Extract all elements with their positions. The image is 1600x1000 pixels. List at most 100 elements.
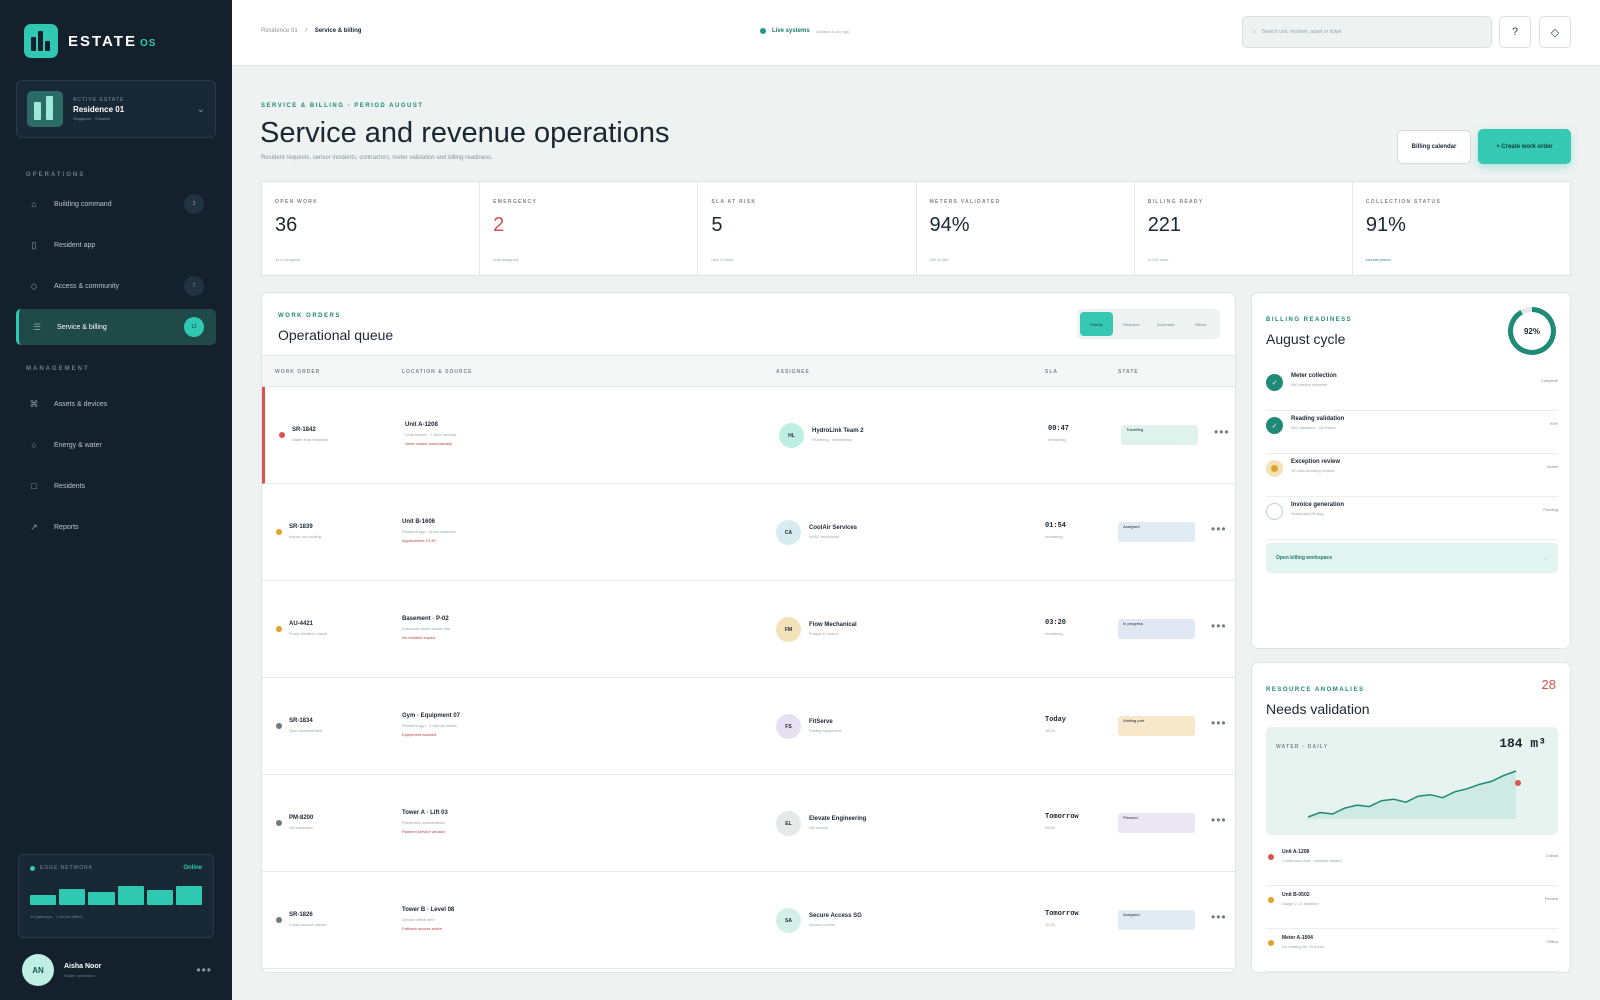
table-row[interactable]: SR-1826 Lobby access reader Tower B · Leve… (262, 872, 1235, 969)
kpi-card: BILLING READY 221 of 240 units (1135, 182, 1353, 275)
anomaly-item[interactable]: Unit A-1208 Continuous flow · resident al… (1266, 843, 1558, 886)
tab-resident[interactable]: Resident (1123, 321, 1140, 327)
sidebar-item-service-billing[interactable]: ☰ Service & billing 12 (16, 309, 216, 345)
billing-step[interactable]: Exception review 19 units blocking invoic… (1266, 455, 1558, 497)
sidebar-item-residents[interactable]: □ Residents (16, 468, 216, 504)
work-order-id: PM-8200 (289, 815, 314, 821)
status-badge: Assigned (1118, 522, 1195, 542)
more-icon[interactable]: ••• (1211, 813, 1227, 827)
location: Tower B · Level 08 (402, 907, 455, 913)
kpi-card: COLLECTION STATUS 91% current period (1353, 182, 1570, 275)
count-badge: 7 (184, 276, 204, 296)
billing-step[interactable]: Invoice generation Scheduled 28 Aug Pendin… (1266, 498, 1558, 540)
tab-priority[interactable]: Priority (1080, 312, 1113, 336)
sla-sub: 11:30 (1045, 922, 1055, 927)
kpi-label: EMERGENCY (493, 199, 538, 205)
anomaly-count: 28 (1541, 677, 1556, 692)
create-work-order-button[interactable]: + Create work order (1478, 129, 1571, 164)
location-note: No resident impact (402, 635, 436, 640)
kpi-footnote: current period (1365, 257, 1391, 262)
more-icon[interactable]: ••• (1211, 910, 1227, 924)
queue-filter-tabs: Priority Resident Automatic Filters (1077, 309, 1220, 339)
sidebar-item-label: Access & community (54, 282, 119, 290)
anomaly-item[interactable]: Meter A-1004 No reading for 18 hours Offli… (1266, 929, 1558, 972)
step-sub: Scheduled 28 Aug (1291, 511, 1324, 516)
more-icon[interactable]: ••• (1214, 425, 1230, 439)
table-header: WORK ORDER LOCATION & SOURCE ASSIGNEE SL… (262, 355, 1235, 387)
col-work-order: WORK ORDER (275, 369, 321, 375)
brand-logo[interactable]: ESTATE OS (24, 24, 156, 58)
search-input[interactable]: ⌕ Search unit, resident, asset or ticket (1242, 16, 1492, 48)
assignee-role: Plumbing · emergency (812, 437, 853, 442)
water-value: 184 m³ (1499, 736, 1546, 751)
assignee-role: Pumps & motors (809, 631, 839, 636)
table-row[interactable]: SR-1834 Gym treadmill fault Gym · Equipmen… (262, 678, 1235, 775)
location-source: Device offline alert (402, 917, 435, 922)
edge-status: Online (183, 865, 202, 871)
water-area (1308, 771, 1516, 819)
kpi-value: 94% (929, 214, 970, 236)
sidebar-item-access-community[interactable]: ◇ Access & community 7 (16, 268, 216, 304)
sidebar-item-building-command[interactable]: ⌂ Building command 3 (16, 186, 216, 222)
table-row[interactable]: PM-8200 Lift inspection Tower A · Lift 03 P… (262, 775, 1235, 872)
search-placeholder: Search unit, resident, asset or ticket (1261, 29, 1342, 35)
tab-filters[interactable]: Filters (1195, 321, 1207, 327)
location-note: Fallback access active (402, 926, 443, 931)
assignee-name: HydroLink Team 2 (812, 428, 864, 434)
billing-step[interactable]: ✓ Reading validation 452 validated · 28 re… (1266, 412, 1558, 454)
diamond-icon[interactable]: ◇ (1539, 16, 1571, 48)
kpi-footnote: 452 of 480 (929, 257, 949, 262)
queue-title: Operational queue (278, 327, 394, 343)
edge-footer: 14 gateways · 1 device offline (30, 914, 83, 919)
sla-time: Tomorrow (1045, 910, 1079, 918)
status-badge: In progress (1118, 619, 1195, 639)
priority-dot (279, 432, 285, 438)
billing-step[interactable]: ✓ Meter collection 480 meters received Comp… (1266, 369, 1558, 411)
step-sub: 480 meters received (1291, 382, 1328, 387)
estate-switcher[interactable]: ACTIVE ESTATE Residence 01 Singapore · 3… (16, 80, 216, 138)
kpi-value: 36 (275, 214, 298, 236)
sidebar-item-energy-water[interactable]: ○ Energy & water (16, 427, 216, 463)
more-icon[interactable]: ••• (196, 963, 212, 977)
search-icon: ⌕ (1253, 29, 1256, 35)
tab-automatic[interactable]: Automatic (1156, 321, 1175, 327)
user-profile[interactable]: AN Aisha Noor Estate operations ••• (22, 952, 212, 988)
user-role: Estate operations (64, 972, 96, 978)
more-icon[interactable]: ••• (1211, 716, 1227, 730)
billing-calendar-button[interactable]: Billing calendar (1397, 130, 1471, 164)
col-state: STATE (1118, 369, 1139, 375)
location: Unit B-1606 (402, 519, 436, 525)
assignee-name: Secure Access SG (809, 913, 862, 919)
billing-eyebrow: BILLING READINESS (1266, 317, 1353, 323)
table-row[interactable]: SR-1839 Aircon not cooling Unit B-1606 Resi… (262, 484, 1235, 581)
anomaly-item[interactable]: Unit B-0502 Usage 2.1× baseline Review (1266, 886, 1558, 929)
help-button[interactable]: ? (1499, 16, 1531, 48)
breadcrumb-residence[interactable]: Residence 01 (261, 28, 298, 34)
edge-bar (175, 886, 203, 905)
sidebar-item-reports[interactable]: ↗ Reports (16, 509, 216, 545)
status-badge: Assigned (1118, 910, 1195, 930)
table-row[interactable]: AU-4421 Pump vibration check Basement · P-… (262, 581, 1235, 678)
kpi-label: OPEN WORK (275, 199, 319, 205)
location-source: Preventive maintenance (402, 820, 445, 825)
assignee-role: Facility equipment (809, 728, 842, 733)
open-billing-workspace-button[interactable]: Open billing workspace → (1266, 543, 1558, 573)
kpi-strip: OPEN WORK 36 14 in progress EMERGENCY 2 both … (261, 181, 1571, 276)
anomaly-sub: Usage 2.1× baseline (1282, 901, 1319, 906)
sidebar-item-resident-app[interactable]: ▯ Resident app (16, 227, 216, 263)
water-sparkline (1307, 770, 1521, 819)
location-source: Resident app · 3 reports linked (402, 723, 457, 728)
anomaly-status: Critical (1545, 853, 1558, 858)
work-order-desc: Water leak response (292, 437, 329, 442)
sidebar-item-assets-devices[interactable]: ⌘ Assets & devices (16, 386, 216, 422)
assignee-avatar: CA (776, 520, 801, 545)
work-order-desc: Lobby access reader (289, 922, 327, 927)
table-row[interactable]: SR-1842 Water leak response Unit A-1208 Lea… (262, 387, 1235, 484)
location-source: Automatic asset health rule (402, 626, 451, 631)
more-icon[interactable]: ••• (1211, 619, 1227, 633)
more-icon[interactable]: ••• (1211, 522, 1227, 536)
assignee-avatar: FS (776, 714, 801, 739)
location-note: Equipment isolated (402, 732, 437, 737)
estate-sub: Singapore · 3 towers (73, 116, 110, 121)
logo-bars-icon (24, 24, 58, 58)
